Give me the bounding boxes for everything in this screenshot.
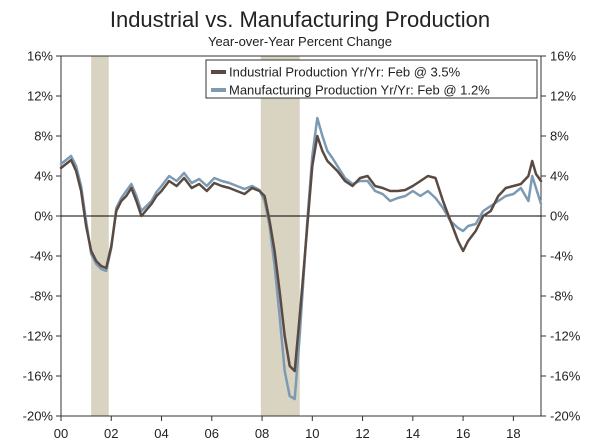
x-tick-label: 16 — [456, 426, 470, 441]
y-tick-label-left: -12% — [23, 329, 54, 344]
y-tick-label-right: 12% — [550, 89, 576, 104]
y-tick-label-left: -8% — [30, 289, 54, 304]
x-tick-label: 18 — [506, 426, 520, 441]
y-tick-label-left: -20% — [23, 409, 54, 424]
plot-frame — [60, 55, 542, 417]
chart-title: Industrial vs. Manufacturing Production — [110, 7, 490, 32]
x-tick-label: 14 — [406, 426, 420, 441]
series-layer — [59, 116, 543, 401]
y-tick-label-left: 16% — [27, 49, 53, 64]
y-tick-label-left: 4% — [34, 169, 53, 184]
recession-bar-1 — [91, 56, 109, 416]
x-tick-label: 00 — [54, 426, 68, 441]
x-tick-label: 02 — [104, 426, 118, 441]
y-tick-label-left: 0% — [34, 209, 53, 224]
y-tick-label-left: -16% — [23, 369, 54, 384]
y-tick-label-left: 12% — [27, 89, 53, 104]
y-tick-label-right: -4% — [550, 249, 574, 264]
y-tick-label-right: -16% — [550, 369, 581, 384]
y-tick-label-left: 8% — [34, 129, 53, 144]
x-tick-label: 12 — [355, 426, 369, 441]
y-tick-label-right: -12% — [550, 329, 581, 344]
y-tick-label-right: 0% — [550, 209, 569, 224]
y-tick-label-right: -20% — [550, 409, 581, 424]
y-tick-label-left: -4% — [30, 249, 54, 264]
x-tick-label: 06 — [205, 426, 219, 441]
recession-bar-2 — [260, 56, 300, 416]
legend-label: Industrial Production Yr/Yr: Feb @ 3.5% — [229, 65, 461, 80]
legend: Industrial Production Yr/Yr: Feb @ 3.5% M… — [205, 59, 538, 99]
x-tick-label: 10 — [305, 426, 319, 441]
recession-shading-layer — [91, 56, 300, 416]
series-line-manufacturing-production — [59, 116, 543, 401]
y-tick-label-right: 16% — [550, 49, 576, 64]
series-line-industrial-production — [59, 134, 543, 373]
y-tick-label-right: 4% — [550, 169, 569, 184]
legend-box — [205, 59, 538, 99]
y-tick-label-right: 8% — [550, 129, 569, 144]
y-tick-label-right: -8% — [550, 289, 574, 304]
axes-layer: 16% 16% 12% 12% 8% 8% 4% 4% 0% 0% -4% -4% -8% -8% -12%… — [23, 49, 581, 442]
x-tick-label: 08 — [255, 426, 269, 441]
x-tick-label: 04 — [154, 426, 168, 441]
legend-label: Manufacturing Production Yr/Yr: Feb @ 1.… — [229, 83, 490, 98]
chart-subtitle: Year-over-Year Percent Change — [208, 34, 392, 49]
